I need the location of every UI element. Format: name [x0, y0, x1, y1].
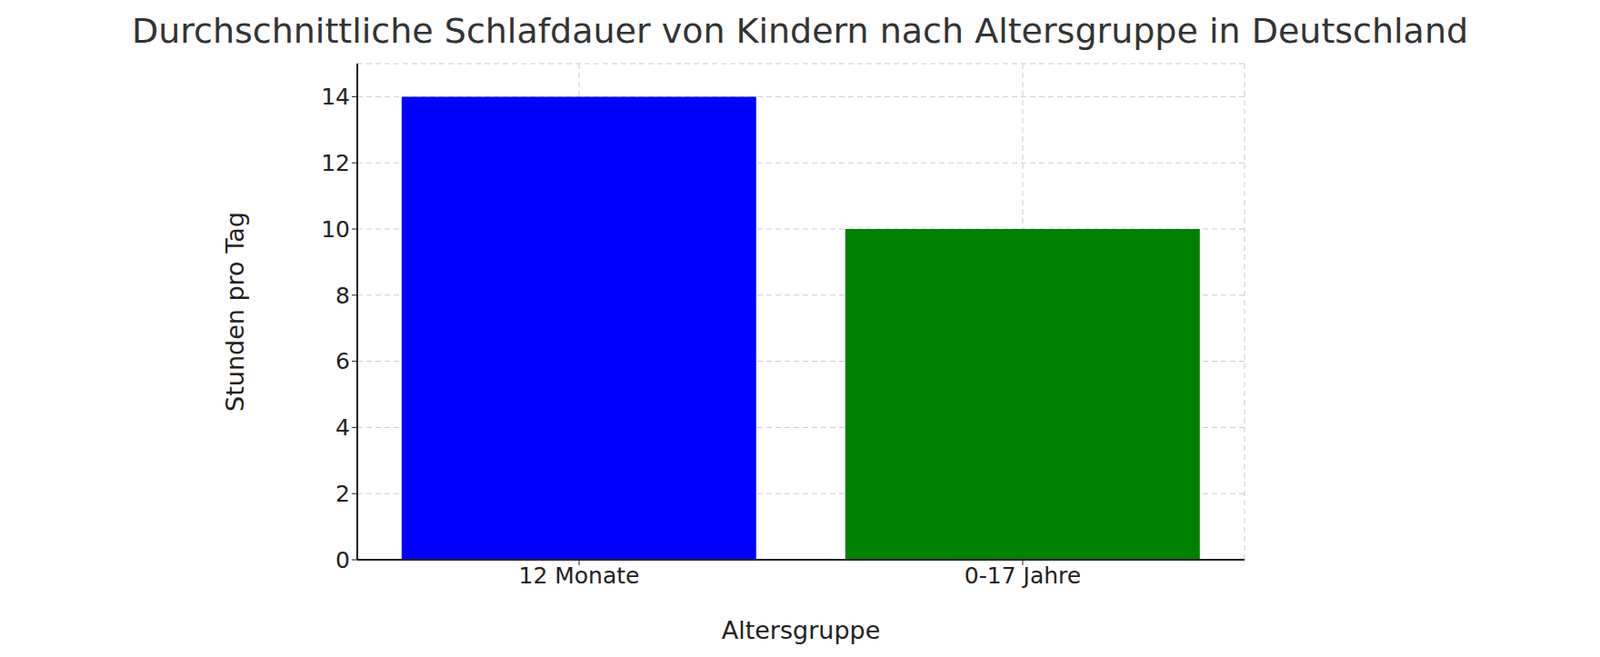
- svg-text:0-17 Jahre: 0-17 Jahre: [964, 562, 1081, 590]
- svg-text:2: 2: [335, 480, 350, 508]
- svg-text:Stunden pro Tag: Stunden pro Tag: [220, 211, 250, 412]
- svg-text:0: 0: [335, 547, 350, 574]
- svg-text:6: 6: [335, 348, 350, 375]
- svg-text:4: 4: [335, 414, 350, 441]
- html-text:Durchschnittliche Schlafdauer: Durchschnittliche Schlafdauer von Kinder…: [131, 10, 1469, 51]
- svg-text:12: 12: [320, 150, 350, 177]
- svg-text:Altersgruppe: Altersgruppe: [721, 616, 881, 645]
- svg-text:8: 8: [335, 282, 350, 310]
- svg-text:10: 10: [320, 216, 350, 243]
- svg-text:14: 14: [320, 83, 350, 110]
- svg-text:12 Monate: 12 Monate: [519, 562, 640, 590]
